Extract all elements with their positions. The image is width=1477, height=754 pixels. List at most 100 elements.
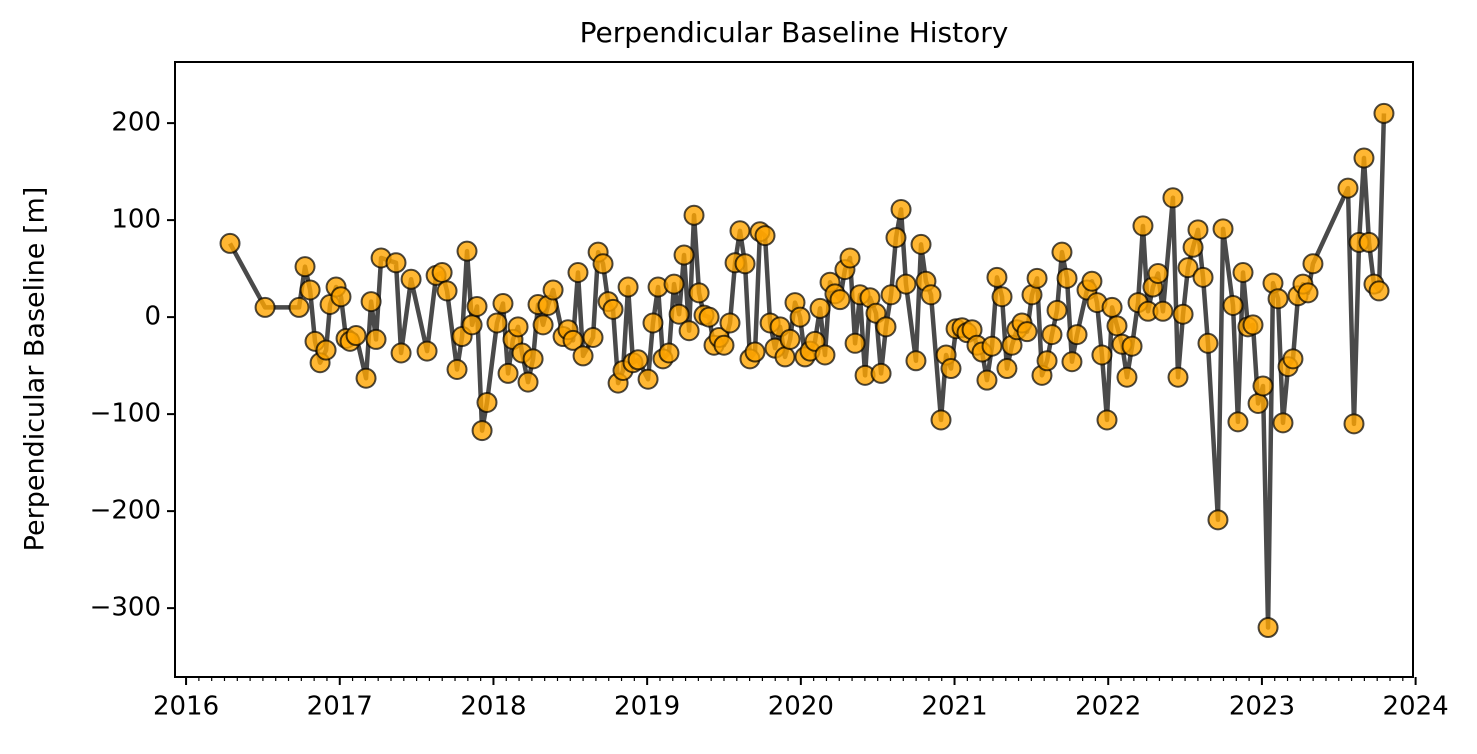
data-point <box>1147 262 1169 284</box>
data-point <box>698 306 720 328</box>
data-point <box>1016 321 1038 343</box>
data-point <box>668 303 690 325</box>
data-point <box>1096 409 1118 431</box>
data-point <box>1172 303 1194 325</box>
data-point <box>355 367 377 389</box>
data-point <box>991 286 1013 308</box>
data-point <box>678 320 700 342</box>
data-point <box>517 371 539 393</box>
data-point <box>360 291 382 313</box>
data-point <box>713 334 735 356</box>
data-point <box>365 328 387 350</box>
data-point <box>1192 266 1214 288</box>
data-point <box>1116 366 1138 388</box>
data-point <box>446 359 468 380</box>
x-tick-label: 2018 <box>460 692 526 722</box>
data-point <box>1066 324 1088 346</box>
data-point <box>385 252 407 274</box>
data-point <box>996 358 1018 380</box>
data-point <box>976 369 998 391</box>
data-point <box>1056 267 1078 289</box>
data-point <box>940 358 962 380</box>
data-point <box>476 391 498 413</box>
y-tick-label: 100 <box>111 205 161 235</box>
data-point <box>642 312 664 334</box>
data-point <box>288 296 310 318</box>
data-point <box>330 286 352 308</box>
data-point <box>729 220 751 242</box>
x-tick-label: 2020 <box>768 692 834 722</box>
data-point <box>829 289 851 311</box>
x-tick-label: 2024 <box>1383 692 1449 722</box>
data-point <box>1337 177 1359 199</box>
data-point <box>1247 392 1269 414</box>
y-tick-label: −100 <box>90 399 161 429</box>
data-point <box>461 314 483 336</box>
data-point <box>1232 261 1254 283</box>
data-point <box>497 362 519 384</box>
data-point <box>582 326 604 348</box>
data-point <box>981 335 1003 357</box>
y-tick-label: 200 <box>111 108 161 138</box>
data-point <box>294 256 316 278</box>
y-tick-label: 0 <box>144 302 161 332</box>
data-point <box>1272 412 1294 434</box>
data-point <box>663 273 685 295</box>
data-point <box>905 350 927 372</box>
data-point <box>986 266 1008 288</box>
data-point <box>532 314 554 336</box>
data-point <box>1152 300 1174 322</box>
data-point <box>1132 215 1154 237</box>
plot-area <box>219 102 1395 639</box>
data-point <box>507 316 529 338</box>
data-point <box>839 247 861 269</box>
data-point <box>522 348 544 370</box>
data-point <box>1222 294 1244 316</box>
data-point <box>1101 296 1123 318</box>
data-point <box>885 227 907 249</box>
data-point <box>390 342 412 364</box>
data-point <box>436 280 458 302</box>
data-point <box>486 312 508 334</box>
data-point <box>1302 253 1324 275</box>
data-point <box>814 344 836 366</box>
data-point <box>719 312 741 334</box>
data-point <box>602 298 624 320</box>
data-point <box>627 349 649 371</box>
data-point <box>562 329 584 351</box>
data-point <box>1026 267 1048 289</box>
data-point <box>567 261 589 283</box>
data-point <box>1368 280 1390 302</box>
x-tick-label: 2022 <box>1075 692 1141 722</box>
data-point <box>1036 350 1058 372</box>
chart-title: Perpendicular Baseline History <box>580 16 1009 49</box>
data-point <box>1167 366 1189 388</box>
data-point <box>1207 509 1229 531</box>
data-point <box>673 244 695 266</box>
data-point <box>658 342 680 364</box>
data-point <box>920 284 942 306</box>
x-tick-label: 2021 <box>921 692 987 722</box>
data-point <box>492 293 514 315</box>
data-point <box>1358 231 1380 253</box>
data-point <box>844 332 866 354</box>
data-point <box>875 316 897 338</box>
data-point <box>895 273 917 295</box>
data-point <box>1182 236 1204 258</box>
data-point <box>416 340 438 362</box>
data-point <box>456 240 478 262</box>
data-point <box>754 225 776 247</box>
data-point <box>744 341 766 363</box>
data-point <box>345 325 367 347</box>
data-point <box>466 295 488 317</box>
data-point <box>1197 332 1219 354</box>
data-point <box>870 362 892 384</box>
data-point <box>1162 187 1184 209</box>
data-point <box>572 345 594 367</box>
data-point <box>400 268 422 290</box>
data-point <box>592 253 614 275</box>
data-point <box>1121 335 1143 357</box>
data-point <box>1051 241 1073 263</box>
data-point <box>1212 218 1234 240</box>
